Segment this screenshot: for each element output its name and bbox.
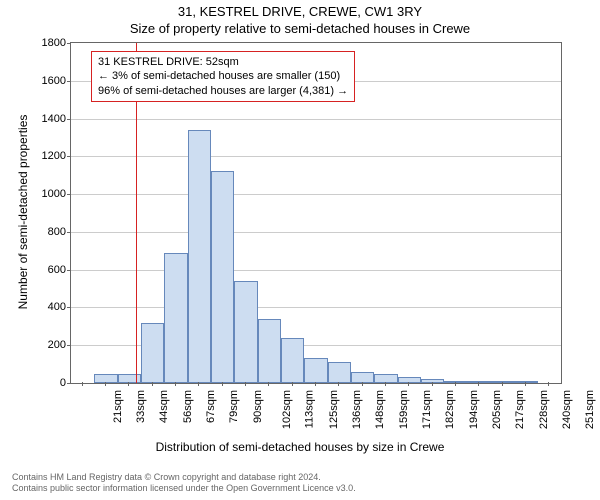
x-tick-mark bbox=[315, 382, 316, 386]
histogram-bar bbox=[328, 362, 351, 383]
x-tick-mark bbox=[478, 382, 479, 386]
gridline bbox=[71, 270, 561, 271]
x-tick-mark bbox=[432, 382, 433, 386]
credits-line1: Contains HM Land Registry data © Crown c… bbox=[12, 472, 356, 483]
y-tick-label: 0 bbox=[31, 377, 66, 389]
annotation-line3: 96% of semi-detached houses are larger (… bbox=[98, 84, 348, 98]
x-tick-mark bbox=[175, 382, 176, 386]
x-tick-label: 90sqm bbox=[252, 390, 264, 423]
y-tick-mark bbox=[67, 307, 71, 308]
y-tick-mark bbox=[67, 194, 71, 195]
x-tick-label: 21sqm bbox=[112, 390, 124, 423]
y-axis-label: Number of semi-detached properties bbox=[16, 115, 30, 310]
credits-line2: Contains public sector information licen… bbox=[12, 483, 356, 494]
y-tick-mark bbox=[67, 383, 71, 384]
y-tick-label: 400 bbox=[31, 301, 66, 313]
gridline bbox=[71, 156, 561, 157]
y-tick-label: 200 bbox=[31, 339, 66, 351]
x-tick-label: 171sqm bbox=[421, 390, 433, 429]
x-tick-label: 217sqm bbox=[514, 390, 526, 429]
x-tick-mark bbox=[152, 382, 153, 386]
histogram-bar bbox=[141, 323, 164, 383]
y-tick-mark bbox=[67, 232, 71, 233]
x-tick-label: 136sqm bbox=[351, 390, 363, 429]
y-tick-label: 1800 bbox=[31, 37, 66, 49]
x-tick-mark bbox=[408, 382, 409, 386]
y-tick-mark bbox=[67, 43, 71, 44]
x-tick-mark bbox=[292, 382, 293, 386]
histogram-bar bbox=[281, 338, 304, 383]
x-tick-label: 56sqm bbox=[182, 390, 194, 423]
histogram-bar bbox=[258, 319, 281, 383]
x-tick-label: 182sqm bbox=[444, 390, 456, 429]
x-axis-label: Distribution of semi-detached houses by … bbox=[0, 440, 600, 454]
y-tick-label: 1600 bbox=[31, 75, 66, 87]
x-tick-mark bbox=[268, 382, 269, 386]
histogram-bar bbox=[164, 253, 187, 383]
histogram-chart: 020040060080010001200140016001800 31 KES… bbox=[70, 42, 562, 384]
x-tick-label: 251sqm bbox=[584, 390, 596, 429]
x-tick-mark bbox=[525, 382, 526, 386]
y-tick-mark bbox=[67, 156, 71, 157]
y-tick-label: 800 bbox=[31, 226, 66, 238]
histogram-bar bbox=[351, 372, 374, 383]
gridline bbox=[71, 232, 561, 233]
y-tick-mark bbox=[67, 81, 71, 82]
histogram-bar bbox=[234, 281, 257, 383]
x-tick-label: 159sqm bbox=[398, 390, 410, 429]
x-tick-mark bbox=[222, 382, 223, 386]
x-tick-label: 125sqm bbox=[328, 390, 340, 429]
x-tick-label: 194sqm bbox=[468, 390, 480, 429]
credits: Contains HM Land Registry data © Crown c… bbox=[12, 472, 356, 495]
x-tick-label: 33sqm bbox=[135, 390, 147, 423]
x-tick-label: 228sqm bbox=[538, 390, 550, 429]
y-tick-mark bbox=[67, 345, 71, 346]
gridline bbox=[71, 119, 561, 120]
histogram-bar bbox=[491, 381, 514, 383]
x-tick-label: 240sqm bbox=[561, 390, 573, 429]
x-tick-label: 44sqm bbox=[158, 390, 170, 423]
x-tick-label: 113sqm bbox=[304, 390, 316, 428]
annotation-box: 31 KESTREL DRIVE: 52sqm ← 3% of semi-det… bbox=[91, 51, 355, 102]
x-tick-label: 102sqm bbox=[281, 390, 293, 429]
histogram-bar bbox=[421, 379, 444, 383]
x-tick-mark bbox=[385, 382, 386, 386]
annotation-line1: 31 KESTREL DRIVE: 52sqm bbox=[98, 55, 348, 69]
gridline bbox=[71, 194, 561, 195]
x-tick-mark bbox=[128, 382, 129, 386]
x-tick-mark bbox=[338, 382, 339, 386]
x-tick-mark bbox=[362, 382, 363, 386]
x-tick-mark bbox=[105, 382, 106, 386]
histogram-bar bbox=[188, 130, 211, 383]
page-title-line2: Size of property relative to semi-detach… bbox=[0, 21, 600, 36]
x-tick-label: 205sqm bbox=[491, 390, 503, 429]
y-tick-label: 1200 bbox=[31, 150, 66, 162]
histogram-bar bbox=[211, 171, 234, 383]
x-tick-label: 67sqm bbox=[205, 390, 217, 423]
x-tick-mark bbox=[198, 382, 199, 386]
y-tick-mark bbox=[67, 270, 71, 271]
x-tick-label: 79sqm bbox=[228, 390, 240, 423]
x-tick-mark bbox=[548, 382, 549, 386]
x-tick-mark bbox=[455, 382, 456, 386]
x-tick-mark bbox=[82, 382, 83, 386]
x-tick-mark bbox=[245, 382, 246, 386]
y-tick-label: 1400 bbox=[31, 113, 66, 125]
page-title-line1: 31, KESTREL DRIVE, CREWE, CW1 3RY bbox=[0, 4, 600, 19]
y-tick-label: 1000 bbox=[31, 188, 66, 200]
y-tick-label: 600 bbox=[31, 264, 66, 276]
x-tick-label: 148sqm bbox=[374, 390, 386, 429]
x-tick-mark bbox=[502, 382, 503, 386]
annotation-line2: ← 3% of semi-detached houses are smaller… bbox=[98, 69, 348, 83]
gridline bbox=[71, 307, 561, 308]
y-tick-mark bbox=[67, 119, 71, 120]
histogram-bar bbox=[304, 358, 327, 383]
